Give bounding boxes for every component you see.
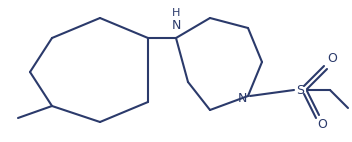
Text: O: O (317, 117, 327, 130)
Text: N: N (237, 91, 247, 105)
Text: H: H (172, 8, 180, 18)
Text: O: O (327, 52, 337, 64)
Text: S: S (296, 83, 304, 97)
Text: N: N (171, 18, 181, 32)
